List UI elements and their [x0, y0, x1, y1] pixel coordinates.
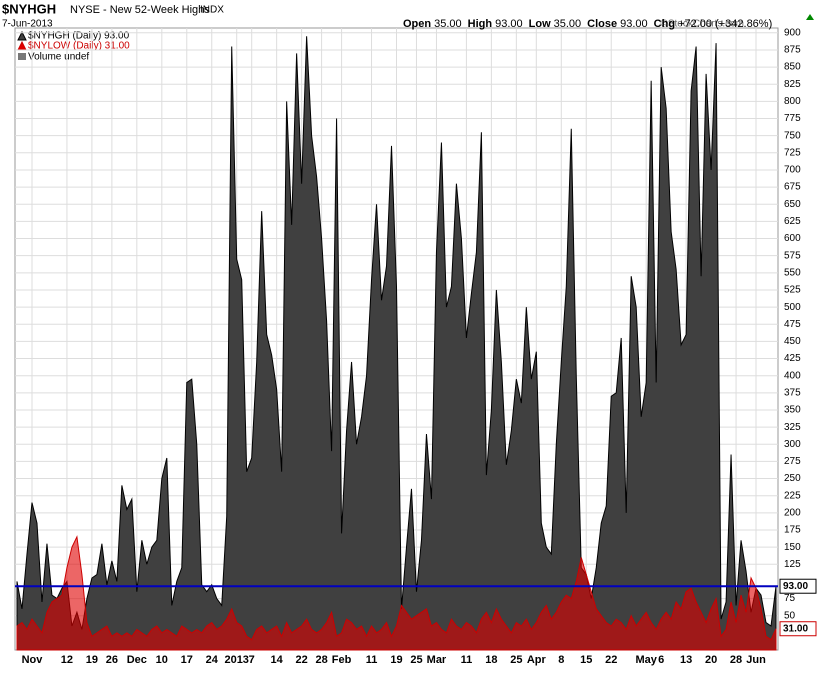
legend-label: Volume undef [28, 52, 89, 63]
x-tick-label: 17 [181, 654, 193, 666]
stat-label: Low [529, 18, 551, 30]
y-tick-label: 700 [784, 165, 801, 176]
x-tick-label: Apr [527, 654, 547, 666]
y-tick-label: 650 [784, 199, 801, 210]
x-tick-label: Dec [127, 654, 147, 666]
stats: Open 35.00 High 93.00 Low 35.00 Close 93.00 Chg +… [403, 18, 772, 30]
value-marker-box [779, 578, 817, 594]
area [16, 36, 777, 651]
x-tick-label: 22 [605, 654, 617, 666]
x-tick-label: 10 [156, 654, 168, 666]
x-tick-label: 25 [410, 654, 422, 666]
stat-value: 35.00 [554, 18, 582, 30]
y-tick-label: 775 [784, 113, 801, 124]
y-tick-label: 325 [784, 422, 801, 433]
up-arrow [806, 14, 814, 20]
y-tick-label: 300 [784, 439, 801, 450]
x-tick-label: Mar [427, 654, 447, 666]
date: 7-Jun-2013 [2, 19, 53, 30]
area [16, 535, 777, 651]
x-tick-label: 28 [315, 654, 327, 666]
x-tick-label: 26 [106, 654, 118, 666]
y-tick-label: 525 [784, 285, 801, 296]
y-tick-label: 550 [784, 267, 801, 278]
y-tick-label: 725 [784, 147, 801, 158]
x-tick-label: 18 [485, 654, 497, 666]
y-tick-label: 125 [784, 559, 801, 570]
legend-label: $NYLOW (Daily) 31.00 [28, 41, 130, 52]
y-tick-label: 175 [784, 525, 801, 536]
y-tick-label: 225 [784, 490, 801, 501]
x-tick-label: 6 [658, 654, 664, 666]
y-tick-label: 200 [784, 507, 801, 518]
y-tick-label: 500 [784, 302, 801, 313]
y-tick-label: 350 [784, 405, 801, 416]
x-tick-label: 24 [206, 654, 219, 666]
symbol: $NYHGH [2, 1, 56, 16]
x-tick-label: 25 [510, 654, 522, 666]
exchange: INDX [200, 5, 224, 16]
x-tick-label: Nov [22, 654, 44, 666]
stat-value: 93.00 [620, 18, 648, 30]
value-marker: 31.00 [783, 623, 808, 634]
y-tick-label: 875 [784, 45, 801, 56]
y-tick-label: 450 [784, 336, 801, 347]
y-tick-label: 600 [784, 233, 801, 244]
y-tick-label: 800 [784, 96, 801, 107]
y-tick-label: 75 [784, 593, 796, 604]
y-tick-label: 400 [784, 370, 801, 381]
y-tick-label: 575 [784, 250, 801, 261]
y-tick-label: 475 [784, 319, 801, 330]
legend-swatch [18, 53, 26, 60]
y-tick-label: 675 [784, 182, 801, 193]
x-tick-label: 2013 [224, 654, 248, 666]
x-tick-label: 13 [680, 654, 692, 666]
legend-label: $NYHGH (Daily) 93.00 [28, 31, 130, 42]
description: NYSE - New 52-Week Highs [70, 4, 210, 16]
x-tick-label: 22 [296, 654, 308, 666]
y-tick-label: 750 [784, 130, 801, 141]
stat-label: Close [587, 18, 617, 30]
x-tick-label: 15 [580, 654, 592, 666]
x-tick-label: 14 [271, 654, 284, 666]
y-tick-label: 275 [784, 456, 801, 467]
stat-label: Open [403, 18, 431, 30]
x-tick-label: 7 [249, 654, 255, 666]
y-tick-label: 850 [784, 62, 801, 73]
stat-value: 93.00 [495, 18, 523, 30]
x-tick-label: Feb [332, 654, 352, 666]
y-tick-label: 150 [784, 542, 801, 553]
x-tick-label: 12 [61, 654, 73, 666]
x-tick-label: 11 [366, 654, 378, 666]
x-tick-label: 19 [86, 654, 98, 666]
value-marker-box [779, 621, 817, 637]
credit: ©StockCharts.com [660, 19, 744, 30]
y-tick-label: 250 [784, 473, 801, 484]
y-tick-label: 375 [784, 387, 801, 398]
legend-swatch [17, 30, 27, 41]
stat-value: 35.00 [434, 18, 462, 30]
x-tick-label: 11 [461, 654, 473, 666]
x-tick-label: 19 [390, 654, 402, 666]
x-tick-label: 8 [558, 654, 564, 666]
x-tick-label: 20 [705, 654, 717, 666]
y-tick-label: 50 [784, 610, 796, 621]
y-tick-label: 825 [784, 79, 801, 90]
stat-label: Chg [654, 18, 675, 30]
y-tick-label: 900 [784, 27, 801, 38]
x-tick-label: May [635, 654, 657, 666]
stat-label: High [468, 18, 493, 30]
stat-value: +72.00 (+342.86%) [678, 18, 772, 30]
value-marker: 93.00 [783, 581, 808, 592]
x-tick-label: 28 [730, 654, 742, 666]
x-tick-label: Jun [746, 654, 766, 666]
y-tick-label: 625 [784, 216, 801, 227]
y-tick-label: 425 [784, 353, 801, 364]
